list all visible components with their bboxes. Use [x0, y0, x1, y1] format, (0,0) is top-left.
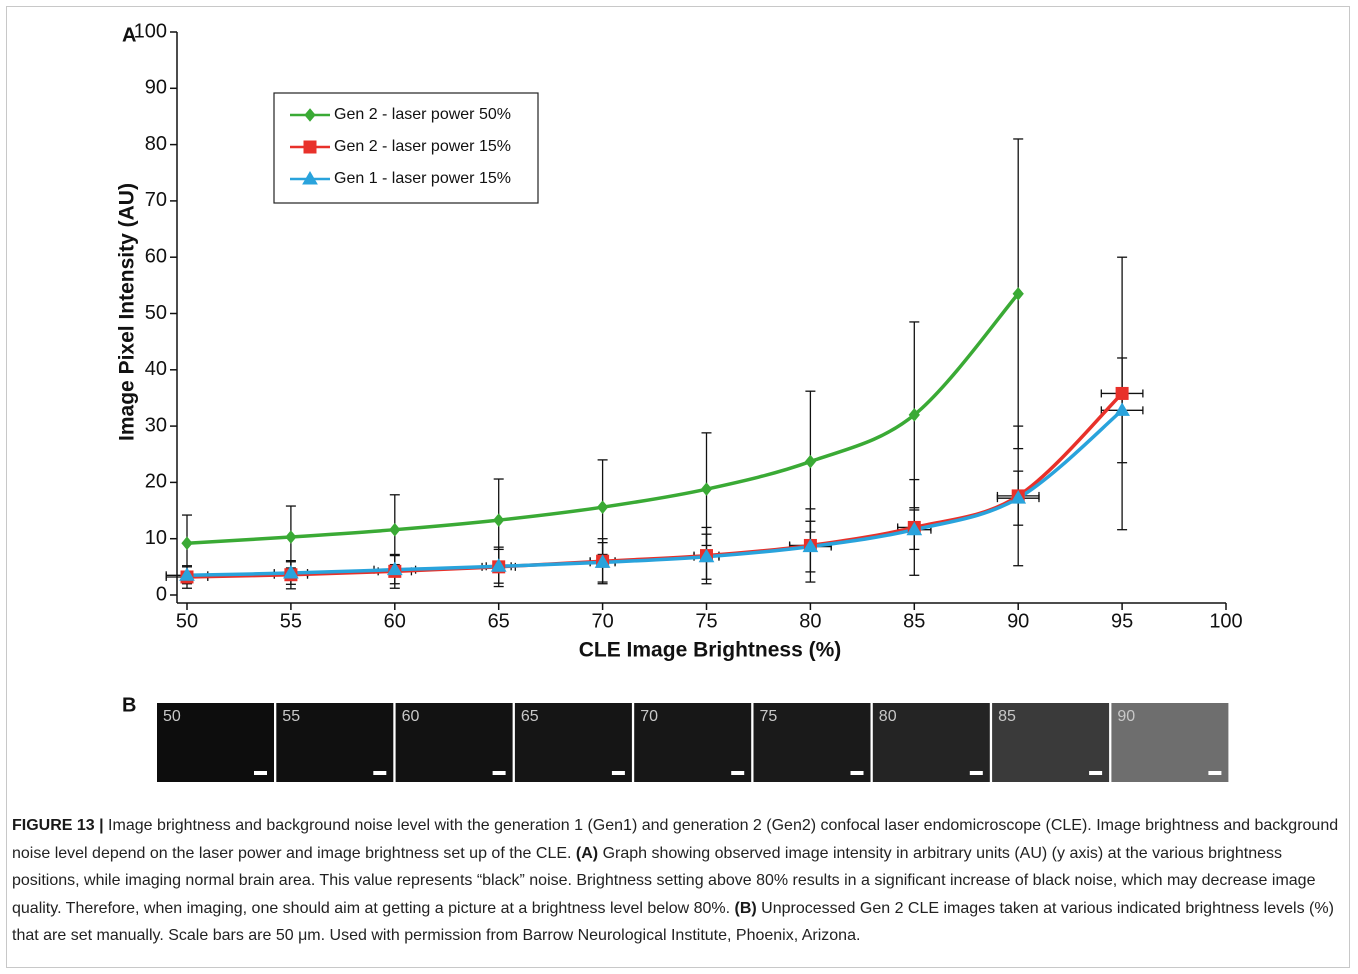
- image-label: 80: [879, 708, 897, 725]
- scale-bar: [731, 771, 744, 775]
- scale-bar: [851, 771, 864, 775]
- legend-label: Gen 2 - laser power 50%: [334, 106, 511, 123]
- image-label: 90: [1117, 708, 1135, 725]
- scale-bar: [493, 771, 506, 775]
- x-tick-label: 75: [695, 610, 717, 632]
- image-label: 60: [402, 708, 420, 725]
- x-tick-label: 55: [280, 610, 302, 632]
- marker: [702, 483, 712, 495]
- series-line: [187, 393, 1122, 577]
- y-tick-label: 70: [145, 189, 167, 211]
- caption: FIGURE 13 | Image brightness and backgro…: [12, 812, 1346, 950]
- y-tick-label: 100: [134, 20, 167, 42]
- x-axis-title: CLE Image Brightness (%): [579, 639, 842, 662]
- y-tick-label: 40: [145, 358, 167, 380]
- x-tick-label: 95: [1111, 610, 1133, 632]
- image-label: 85: [998, 708, 1016, 725]
- y-tick-label: 0: [156, 583, 167, 605]
- y-tick-label: 60: [145, 245, 167, 267]
- x-tick-label: 100: [1209, 610, 1242, 632]
- image-label: 50: [163, 708, 181, 725]
- image-label: 65: [521, 708, 539, 725]
- series-line: [187, 410, 1122, 575]
- marker: [805, 456, 815, 468]
- marker: [182, 537, 192, 549]
- scale-bar: [373, 771, 386, 775]
- x-tick-label: 60: [384, 610, 406, 632]
- marker: [1116, 387, 1128, 399]
- caption-bold: FIGURE 13 |: [12, 817, 104, 834]
- marker: [494, 514, 504, 526]
- y-tick-label: 90: [145, 77, 167, 99]
- scale-bar: [970, 771, 983, 775]
- caption-bold: (B): [735, 900, 757, 917]
- scale-bar: [254, 771, 267, 775]
- y-tick-label: 50: [145, 302, 167, 324]
- legend-label: Gen 1 - laser power 15%: [334, 170, 511, 187]
- scale-bar: [1208, 771, 1221, 775]
- caption-bold: (A): [576, 845, 598, 862]
- x-tick-label: 65: [488, 610, 510, 632]
- image-label: 75: [760, 708, 778, 725]
- x-tick-label: 50: [176, 610, 198, 632]
- y-tick-label: 30: [145, 414, 167, 436]
- scale-bar: [612, 771, 625, 775]
- y-tick-label: 80: [145, 133, 167, 155]
- y-tick-label: 20: [145, 471, 167, 493]
- image-label: 55: [282, 708, 300, 725]
- y-tick-label: 10: [145, 527, 167, 549]
- marker: [286, 531, 296, 543]
- x-tick-label: 70: [591, 610, 613, 632]
- image-label: 70: [640, 708, 658, 725]
- x-tick-label: 90: [1007, 610, 1029, 632]
- panel-label: B: [122, 694, 136, 716]
- legend-label: Gen 2 - laser power 15%: [334, 138, 511, 155]
- page: A CLE Image Brightness (%) Image Pixel I…: [0, 0, 1358, 974]
- marker: [598, 501, 608, 513]
- y-axis-title: Image Pixel Intensity (AU): [116, 183, 139, 441]
- marker: [1115, 403, 1129, 415]
- marker: [304, 141, 316, 153]
- chart: A CLE Image Brightness (%) Image Pixel I…: [0, 0, 1358, 800]
- scale-bar: [1089, 771, 1102, 775]
- x-tick-label: 85: [903, 610, 925, 632]
- marker: [390, 524, 400, 536]
- x-tick-label: 80: [799, 610, 821, 632]
